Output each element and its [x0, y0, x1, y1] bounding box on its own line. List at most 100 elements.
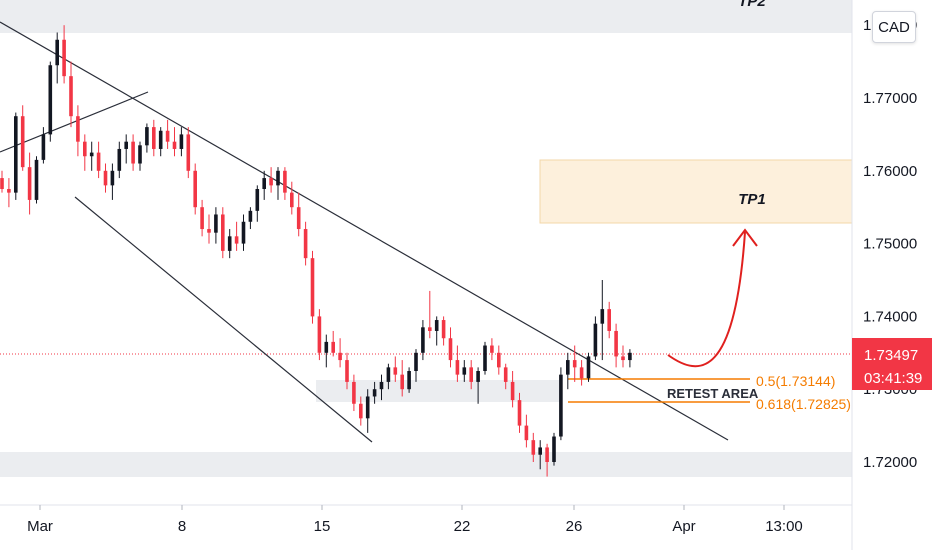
candle-body	[290, 192, 294, 208]
candle-body	[490, 345, 494, 353]
candle-body	[455, 360, 460, 375]
candle-body	[248, 210, 253, 222]
trendline-upper[interactable]	[0, 21, 729, 441]
price-tick-label: 1.74000	[863, 308, 917, 325]
candle-body	[593, 323, 598, 357]
candle-body	[628, 352, 632, 361]
tp1-label: TP1	[738, 191, 766, 208]
candle-body	[310, 258, 315, 317]
candles-group	[0, 25, 632, 477]
candle-body	[89, 152, 94, 157]
candle-body	[483, 345, 487, 371]
support-zone	[0, 452, 852, 477]
candle-body	[317, 316, 322, 353]
time-axis[interactable]: Mar 8 15 22 26 Apr 13:00	[27, 505, 803, 535]
candle-body	[138, 145, 142, 164]
candle-body	[20, 116, 25, 168]
candle-body	[379, 381, 384, 390]
candle-body	[296, 207, 301, 230]
candle-body	[503, 367, 508, 382]
time-tick-label: Mar	[27, 518, 53, 535]
candle-body	[145, 127, 149, 146]
candle-body	[14, 116, 18, 193]
candle-body	[497, 352, 501, 368]
candle-body	[393, 367, 398, 375]
candle-body	[27, 167, 32, 200]
last-price-value: 1.73497	[864, 347, 918, 364]
candle-body	[186, 134, 191, 171]
tp1-zone	[539, 159, 853, 224]
candle-body	[69, 76, 73, 117]
time-tick-label: 26	[566, 518, 583, 535]
currency-button[interactable]: CAD	[872, 11, 916, 43]
candle-body	[531, 440, 536, 455]
price-tick-label: 1.76000	[863, 163, 917, 180]
projection-arrowhead	[732, 228, 758, 247]
candle-body	[7, 189, 11, 193]
candle-body	[572, 360, 577, 368]
projection-arrow	[667, 231, 746, 368]
candle-body	[386, 367, 391, 382]
last-price-tag: 1.73497 03:41:39	[852, 338, 932, 390]
last-price-countdown: 03:41:39	[864, 370, 922, 387]
candle-body	[407, 371, 411, 390]
trendline-lower[interactable]	[74, 196, 373, 443]
price-tick-label: 1.75000	[863, 236, 917, 253]
tp2-zone	[0, 0, 852, 33]
candle-body	[462, 367, 467, 375]
time-tick-label: 15	[314, 518, 331, 535]
candle-body	[131, 141, 135, 164]
candle-body	[124, 141, 128, 149]
candle-body	[200, 207, 204, 230]
candle-body	[41, 134, 46, 160]
candle-body	[172, 141, 177, 149]
candle-body	[428, 327, 432, 331]
candle-body	[448, 338, 453, 361]
candle-body	[400, 374, 404, 390]
candle-body	[207, 229, 211, 233]
candle-body	[283, 170, 287, 193]
time-tick-label: 8	[178, 518, 186, 535]
candle-body	[434, 320, 439, 331]
candle-body	[414, 352, 418, 371]
candle-body	[621, 356, 625, 361]
candle-body	[566, 360, 570, 375]
candle-body	[179, 134, 184, 149]
candle-body	[359, 403, 363, 419]
candle-body	[552, 436, 556, 462]
time-tick-label: Apr	[672, 518, 695, 535]
fib-05-label: 0.5(1.73144)	[756, 373, 835, 389]
candle-body	[227, 236, 232, 251]
candle-body	[600, 309, 605, 324]
candle-body	[586, 356, 591, 379]
time-tick-label: 13:00	[765, 518, 803, 535]
candle-body	[255, 189, 260, 211]
candle-body	[48, 65, 53, 135]
candle-body	[372, 389, 377, 397]
candle-body	[110, 170, 115, 186]
candle-body	[538, 447, 542, 455]
candle-body	[276, 170, 280, 186]
price-tick-label: 1.77000	[863, 90, 917, 107]
candle-body	[193, 170, 197, 208]
trendline-short[interactable]	[0, 91, 149, 153]
candle-body	[579, 367, 584, 379]
price-axis[interactable]: 1.720001.730001.740001.750001.760001.770…	[863, 17, 917, 471]
candle-body	[234, 236, 239, 244]
candle-body	[524, 425, 529, 441]
candle-body	[262, 178, 266, 189]
candle-body	[76, 116, 80, 142]
candle-body	[517, 400, 522, 426]
candle-body	[158, 130, 163, 149]
candle-body	[510, 381, 515, 401]
candle-body	[34, 159, 39, 200]
candle-body	[241, 221, 246, 244]
candle-body	[338, 352, 342, 361]
candle-body	[165, 130, 170, 142]
candle-body	[96, 152, 101, 171]
candle-body	[441, 320, 446, 339]
candle-body	[607, 309, 611, 331]
candle-body	[303, 229, 308, 259]
candle-body	[55, 39, 59, 66]
